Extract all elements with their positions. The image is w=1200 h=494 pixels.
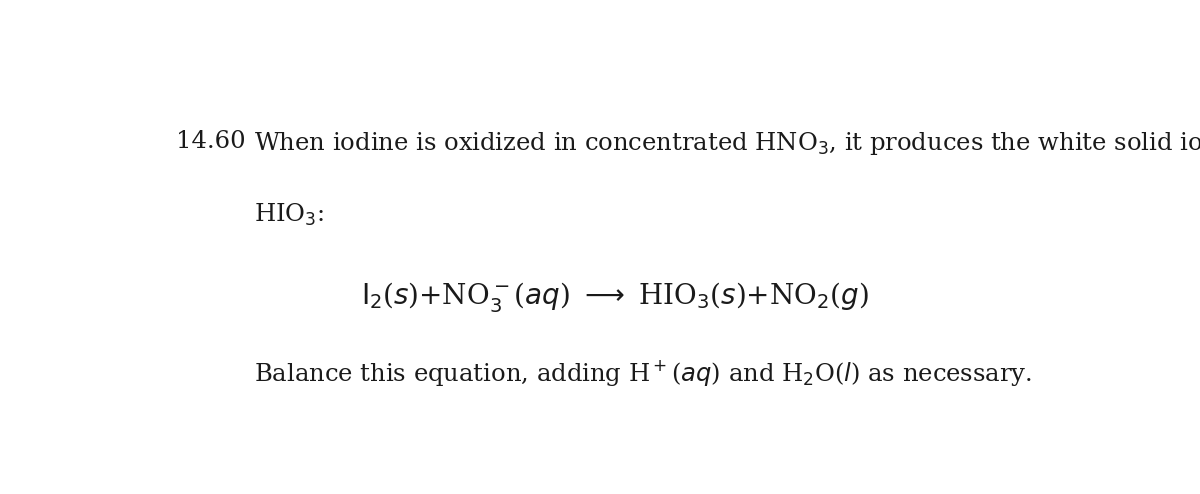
Text: $\mathrm{I_2}$($s$)+NO$_3^-$($aq$) $\longrightarrow$ HIO$_3$($s$)+NO$_2$($g$): $\mathrm{I_2}$($s$)+NO$_3^-$($aq$) $\lon… xyxy=(361,280,869,314)
Text: 14.60: 14.60 xyxy=(176,129,246,153)
Text: When iodine is oxidized in concentrated HNO$_3$, it produces the white solid iod: When iodine is oxidized in concentrated … xyxy=(254,129,1200,157)
Text: Balance this equation, adding H$^+$($aq$) and H$_2$O($l$) as necessary.: Balance this equation, adding H$^+$($aq$… xyxy=(254,358,1032,388)
Text: HIO$_3$:: HIO$_3$: xyxy=(254,202,324,228)
